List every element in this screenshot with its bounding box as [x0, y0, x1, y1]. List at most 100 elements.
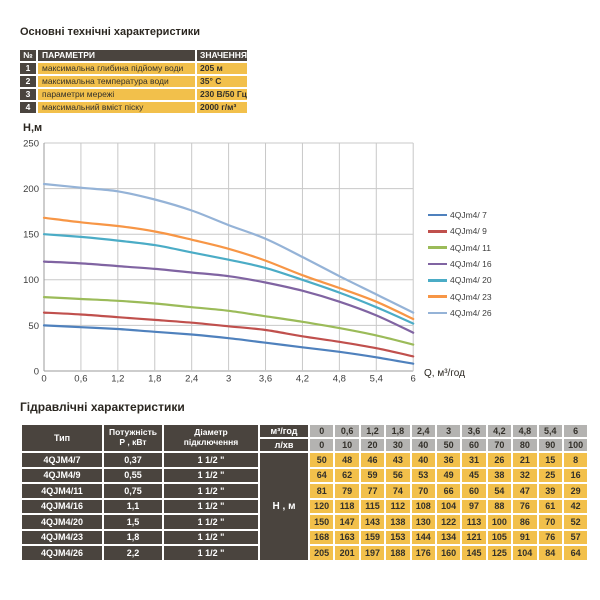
- head-value: 138: [386, 515, 410, 529]
- flow-lmin-value: 20: [360, 439, 385, 451]
- head-value: 52: [563, 515, 588, 529]
- flow-m3-value: 3,6: [462, 425, 486, 437]
- head-value: 21: [513, 453, 537, 467]
- head-value: 88: [487, 499, 512, 513]
- head-value: 32: [513, 468, 537, 482]
- spec-row-value: 230 В/50 Гц: [197, 89, 247, 100]
- tech-specs-header-row: № ПАРАМЕТРИ ЗНАЧЕННЯ: [20, 50, 247, 61]
- pump-diameter: 1 1/2 ": [164, 484, 258, 498]
- pump-row: 4QJM4/7 0,37 1 1/2 " Н , м 50 48 46 43 40 36 31 26 2…: [22, 453, 588, 560]
- head-value: 43: [386, 453, 410, 467]
- x-tick-label: 0,6: [74, 374, 87, 385]
- spec-row-param: максимальна температура води: [38, 76, 195, 87]
- head-value: 118: [335, 499, 359, 513]
- head-value: 70: [538, 515, 562, 529]
- x-tick-label: 5,4: [370, 374, 383, 385]
- spec-row-param: параметри мережі: [38, 89, 195, 100]
- curve-4QJm4-16: [42, 260, 415, 334]
- tech-specs-table: № ПАРАМЕТРИ ЗНАЧЕННЯ 1 максимальна глиби…: [20, 50, 247, 115]
- head-value: 15: [538, 453, 562, 467]
- x-tick-label: 3: [226, 374, 231, 385]
- x-tick-label: 4,2: [296, 374, 309, 385]
- head-value: 84: [538, 546, 562, 560]
- head-value: 104: [513, 546, 537, 560]
- head-value: 134: [436, 530, 461, 544]
- head-value: 38: [487, 468, 512, 482]
- head-value: 100: [487, 515, 512, 529]
- flow-m3-value: 1,2: [360, 425, 385, 437]
- flow-lmin-value: 50: [436, 439, 461, 451]
- curve-4QJm4-23: [42, 216, 415, 321]
- pump-power: 1,5: [104, 515, 162, 529]
- power-line2: Р , кВт: [119, 437, 147, 447]
- y-tick-label: 0: [34, 366, 39, 377]
- col-header-power: Потужність Р , кВт: [104, 425, 162, 451]
- head-value: 86: [513, 515, 537, 529]
- x-tick-label: 3,6: [259, 374, 272, 385]
- y-tick-label: 200: [23, 184, 39, 195]
- pump-type: 4QJM4/26: [22, 546, 102, 560]
- head-value: 64: [310, 468, 334, 482]
- pump-curves-chart: 0 50 100 150 200 250 0 0,6 1,2 1,8 2,4 3 3,6 4,2 4,8 5,…: [23, 138, 416, 385]
- head-value: 29: [563, 484, 588, 498]
- diameter-line2: підключення: [183, 437, 239, 447]
- head-value: 31: [462, 453, 486, 467]
- legend-label: 4QJm4/ 23: [450, 291, 492, 302]
- head-value: 47: [513, 484, 537, 498]
- pump-power: 0,37: [104, 453, 162, 467]
- y-tick-label: 250: [23, 138, 39, 149]
- head-value: 42: [563, 499, 588, 513]
- pump-row: 4QJM4/20 1,5 1 1/2 " 150 147 143 138 130 122 113 1…: [22, 515, 588, 529]
- flow-lmin-value: 30: [386, 439, 410, 451]
- pump-row: 4QJM4/11 0,75 1 1/2 " 81 79 77 74 70 66 60 54 47 39 2…: [22, 484, 588, 498]
- head-value: 8: [563, 453, 588, 467]
- head-value: 79: [335, 484, 359, 498]
- pump-row: 4QJM4/16 1,1 1 1/2 " 120 118 115 112 108 104 97 88…: [22, 499, 588, 513]
- y-tick-label: 100: [23, 275, 39, 286]
- head-value: 147: [335, 515, 359, 529]
- pump-type: 4QJM4/23: [22, 530, 102, 544]
- col-header-type: Тип: [22, 425, 102, 451]
- x-tick-label: 0: [41, 374, 46, 385]
- legend-line-swatch: [428, 262, 447, 266]
- pump-power: 0,55: [104, 468, 162, 482]
- head-value: 45: [462, 468, 486, 482]
- pump-power: 0,75: [104, 484, 162, 498]
- head-value: 25: [538, 468, 562, 482]
- spec-row-num: 3: [20, 89, 36, 100]
- flow-unit-lmin: л/хв: [260, 439, 308, 451]
- head-value: 153: [386, 530, 410, 544]
- legend-item: 4QJm4/ 11: [428, 240, 492, 256]
- head-value: 104: [436, 499, 461, 513]
- head-value: 66: [436, 484, 461, 498]
- spec-row-param: максимальна глибина підйому води: [38, 63, 195, 74]
- legend-line-swatch: [428, 279, 447, 282]
- hydraulic-title: Гідравлічні характеристики: [20, 400, 185, 414]
- head-value: 48: [335, 453, 359, 467]
- flow-unit-m3: м³/год: [260, 425, 308, 437]
- pump-row: 4QJM4/9 0,55 1 1/2 " 64 62 59 56 53 49 45 38 32 25 16: [22, 468, 588, 482]
- head-value: 64: [563, 546, 588, 560]
- head-value: 113: [462, 515, 486, 529]
- head-value: 74: [386, 484, 410, 498]
- flow-m3-value: 2,4: [411, 425, 435, 437]
- head-value: 112: [386, 499, 410, 513]
- head-value: 163: [335, 530, 359, 544]
- x-axis-title: Q, м³/год: [424, 368, 465, 379]
- series-lines: [42, 182, 415, 365]
- pump-power: 1,8: [104, 530, 162, 544]
- flow-lmin-value: 70: [487, 439, 512, 451]
- head-value: 81: [310, 484, 334, 498]
- flow-lmin-value: 90: [538, 439, 562, 451]
- head-value: 50: [310, 453, 334, 467]
- curve-4QJm4-11: [42, 296, 415, 346]
- chart-legend: 4QJm4/ 7 4QJm4/ 9 4QJm4/ 11 4QJm4/ 16 4QJm4/…: [428, 207, 492, 321]
- head-value: 59: [360, 468, 385, 482]
- head-value: 143: [360, 515, 385, 529]
- head-value: 46: [360, 453, 385, 467]
- col-header-diameter: Діаметр підключення: [164, 425, 258, 451]
- head-value: 39: [538, 484, 562, 498]
- head-value: 36: [436, 453, 461, 467]
- flow-m3-value: 0: [310, 425, 334, 437]
- head-value: 145: [462, 546, 486, 560]
